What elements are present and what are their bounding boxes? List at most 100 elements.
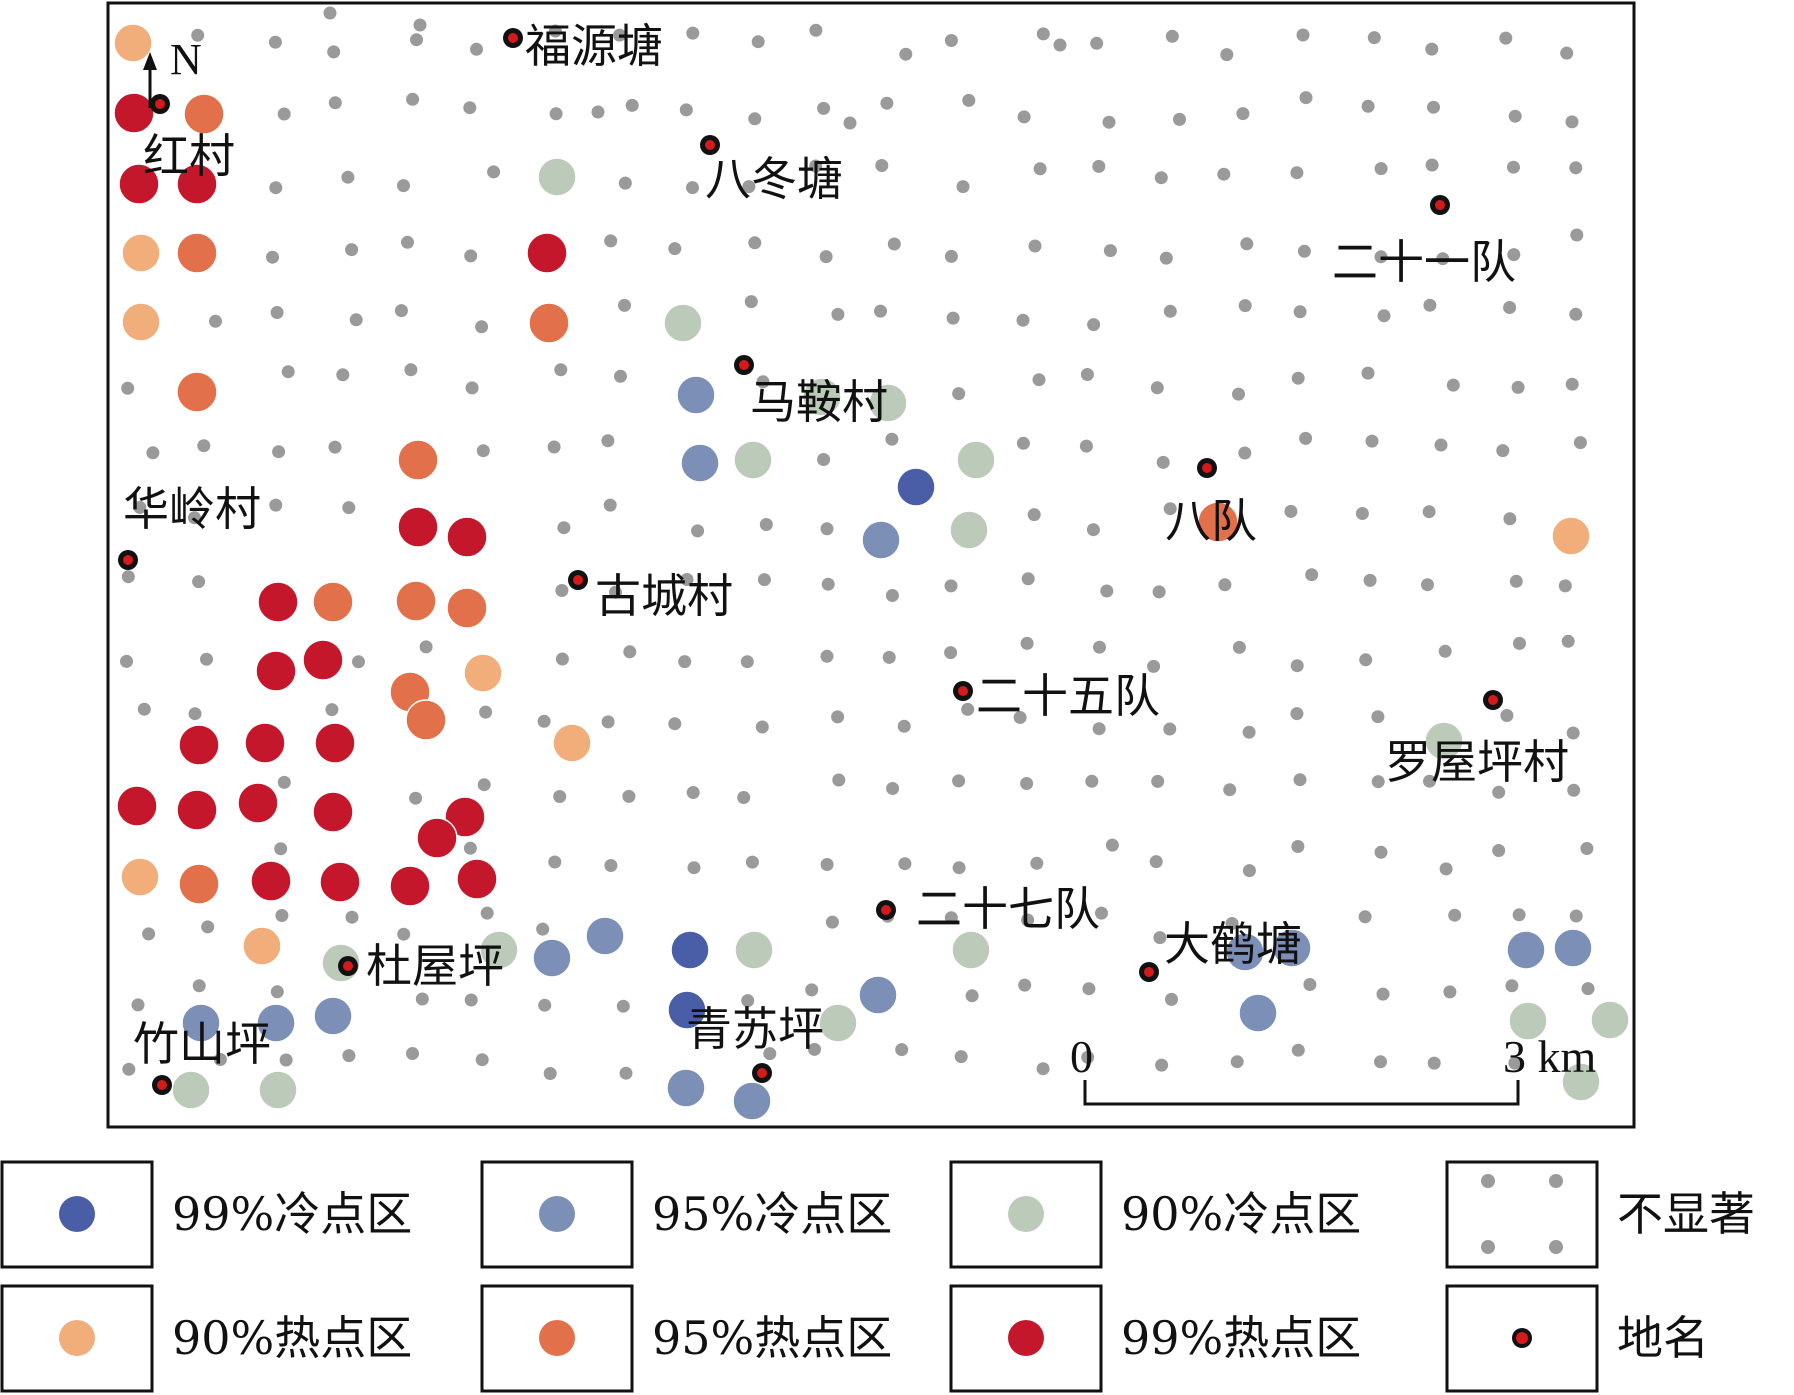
hotspot-point-hot99: [257, 581, 299, 623]
hotspot-point-cold95: [858, 975, 898, 1015]
not-significant-point: [1220, 48, 1234, 62]
not-significant-point: [1500, 709, 1514, 722]
not-significant-point: [1569, 161, 1583, 175]
hotspot-point-hot95: [395, 580, 437, 622]
not-significant-point: [133, 500, 147, 514]
not-significant-point: [616, 999, 630, 1013]
not-significant-point: [1365, 434, 1379, 448]
hotspot-point-cold95: [1225, 932, 1265, 972]
not-significant-point: [1155, 1058, 1169, 1072]
not-significant-point: [820, 649, 834, 663]
place-13: 杜屋坪: [338, 939, 504, 993]
hotspot-point-cold95: [1238, 993, 1278, 1033]
not-significant-point: [740, 655, 754, 669]
not-significant-point: [1363, 573, 1377, 587]
not-significant-point: [956, 180, 970, 194]
not-significant-point: [1230, 1055, 1244, 1069]
not-significant-point: [142, 927, 156, 941]
not-significant-point: [266, 250, 279, 264]
not-significant-point: [805, 983, 819, 997]
not-significant-point: [1032, 373, 1046, 387]
hotspot-point-cold95: [1272, 928, 1312, 968]
not-significant-point: [1425, 42, 1439, 56]
not-significant-point: [1290, 166, 1304, 180]
hotspot-point-cold95: [532, 938, 572, 978]
not-significant-point: [1090, 36, 1104, 50]
not-significant-point: [464, 993, 478, 1007]
not-significant-point: [821, 577, 835, 591]
legend-label: 不显著: [1617, 1187, 1755, 1241]
hotspot-point-hot95: [312, 581, 354, 623]
hotspot-point-cold90: [537, 157, 577, 197]
not-significant-point: [188, 511, 201, 525]
not-significant-point: [336, 368, 350, 382]
place-label: 青苏坪: [686, 1002, 824, 1056]
not-significant-point: [831, 710, 845, 724]
not-significant-point: [1017, 110, 1031, 124]
not-significant-point: [404, 363, 418, 377]
not-significant-point: [555, 652, 569, 666]
not-significant-point: [817, 101, 831, 115]
hotspot-point-cold95: [1553, 928, 1593, 968]
place-label: 八冬塘: [705, 152, 843, 206]
not-significant-point: [1359, 653, 1373, 667]
hotspot-point-cold90: [258, 1070, 298, 1110]
legend-symbol-icon: [539, 1196, 575, 1232]
not-significant-point: [470, 42, 483, 56]
not-significant-point: [755, 720, 769, 734]
not-significant-point: [281, 365, 295, 379]
place-3: 八冬塘: [700, 135, 843, 206]
not-significant-point: [1291, 840, 1305, 853]
not-significant-point: [1492, 844, 1506, 857]
hotspot-point-cold95: [181, 1003, 221, 1043]
not-significant-point: [272, 445, 286, 459]
not-significant-point: [209, 314, 222, 328]
not-significant-point: [618, 298, 631, 312]
not-significant-point: [1223, 783, 1237, 797]
not-significant-point: [680, 573, 694, 586]
legend: 99%冷点区 95%冷点区 90%冷点区 不显著 90%热点区 95%热点区 99%热点区 地…: [0, 1160, 1755, 1393]
not-significant-point: [944, 34, 958, 47]
legend-symbol-icon: [1549, 1174, 1563, 1188]
not-significant-point: [1021, 913, 1035, 927]
legend-label: 90%热点区: [172, 1311, 412, 1365]
not-significant-point: [1242, 864, 1256, 878]
hotspot-point-cold95: [666, 1068, 706, 1108]
hotspot-point-cold99: [896, 467, 936, 507]
not-significant-point: [619, 1066, 633, 1080]
hotspot-point-cold90: [868, 383, 908, 423]
not-significant-point: [965, 989, 979, 1003]
place-15: 青苏坪: [686, 1002, 824, 1083]
not-significant-point: [1558, 579, 1572, 593]
not-significant-point: [1100, 584, 1114, 598]
place-label: 罗屋坪村: [1385, 735, 1569, 789]
not-significant-point: [553, 790, 567, 803]
not-significant-point: [1565, 377, 1579, 391]
not-significant-point: [898, 857, 912, 871]
not-significant-points: [120, 6, 1595, 1080]
not-significant-point: [191, 28, 205, 42]
not-significant-point: [1290, 659, 1304, 673]
not-significant-point: [679, 103, 693, 117]
place-1: 福源塘: [503, 19, 663, 73]
not-significant-point: [213, 1053, 227, 1066]
not-significant-point: [952, 774, 966, 788]
not-significant-point: [1053, 38, 1067, 52]
not-significant-point: [1496, 444, 1510, 458]
legend-swatch-box: [1445, 1284, 1599, 1393]
not-significant-point: [476, 444, 490, 458]
not-significant-point: [1027, 508, 1041, 522]
legend-item-hot95: 95%热点区: [480, 1284, 892, 1393]
not-significant-point: [591, 105, 605, 119]
not-significant-point: [885, 432, 899, 446]
not-significant-point: [1238, 299, 1252, 313]
not-significant-point: [944, 646, 958, 660]
not-significant-point: [614, 369, 627, 383]
not-significant-point: [1503, 512, 1517, 526]
hotspot-point-hot95: [397, 439, 439, 481]
not-significant-point: [686, 181, 699, 195]
hotspot-point-cold90: [171, 1070, 211, 1110]
hotspot-point-cold90: [479, 930, 519, 970]
not-significant-point: [1299, 431, 1313, 445]
